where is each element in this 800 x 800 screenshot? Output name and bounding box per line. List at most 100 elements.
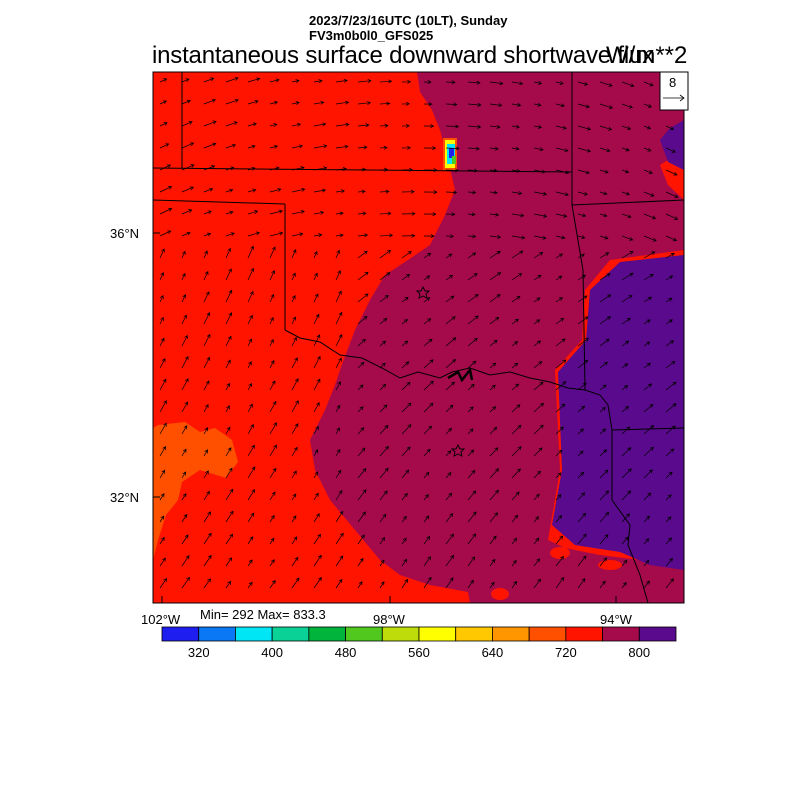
wind-arrow <box>401 123 410 128</box>
wind-arrow <box>643 341 651 347</box>
wind-arrow <box>225 557 233 567</box>
wind-arrow <box>467 124 482 129</box>
wind-arrow <box>467 315 479 325</box>
wind-arrow <box>181 576 190 589</box>
lon-label-94w: 94°W <box>600 612 633 627</box>
wind-arrow <box>379 362 386 369</box>
wind-arrow <box>335 249 341 259</box>
wind-arrow <box>379 383 387 391</box>
date-line: 2023/7/23/16UTC (10LT), Sunday <box>309 13 508 28</box>
wind-arrow <box>269 359 275 369</box>
colorbar-labels: 320 400 480 560 640 720 800 <box>188 645 650 660</box>
wind-arrow <box>555 494 562 501</box>
wind-arrow <box>225 121 238 127</box>
wind-arrow <box>489 468 500 479</box>
wind-arrow <box>291 577 300 589</box>
wind-arrow <box>599 557 608 567</box>
star-marker-dallas <box>450 443 466 457</box>
wind-arrow <box>467 80 481 85</box>
wind-arrow <box>511 295 521 303</box>
wind-arrow <box>445 124 460 129</box>
colorbar-tick-label: 800 <box>628 645 650 660</box>
wind-arrow <box>159 400 167 413</box>
colorbar-box <box>308 626 346 642</box>
wind-arrow <box>313 122 327 127</box>
wind-arrow <box>643 213 657 220</box>
wind-arrow <box>665 494 672 501</box>
wind-arrow <box>555 169 570 175</box>
wind-arrow <box>665 557 673 567</box>
wind-arrow <box>335 311 343 325</box>
wind-arrow <box>555 555 564 567</box>
wind-arrow <box>225 247 231 259</box>
wind-arrow <box>379 537 386 545</box>
wind-arrow <box>555 338 566 347</box>
wind-arrow <box>643 191 655 197</box>
wind-arrow <box>511 404 521 413</box>
wind-arrow <box>203 232 212 237</box>
wind-arrow <box>357 145 368 150</box>
wind-arrow <box>577 147 592 153</box>
wind-arrow <box>291 166 305 171</box>
wind-arrow <box>533 251 544 259</box>
wind-arrow <box>511 514 519 523</box>
wind-arrow <box>511 491 520 501</box>
wind-arrow <box>291 470 297 479</box>
wind-arrow <box>203 77 215 83</box>
wind-arrow <box>181 99 191 105</box>
wind-arrow <box>599 125 613 131</box>
wind-arrow <box>269 188 282 193</box>
wind-arrow <box>489 124 501 129</box>
wind-arrow <box>159 122 168 127</box>
wind-arrow <box>269 144 279 149</box>
lon-label-98w: 98°W <box>373 612 406 627</box>
colorbar <box>161 626 677 642</box>
wind-arrow <box>621 251 634 259</box>
wind-arrow <box>489 103 503 108</box>
wind-arrow <box>643 169 653 175</box>
wind-arrow <box>555 472 562 479</box>
wind-arrow <box>423 102 433 107</box>
wind-arrow <box>489 362 497 369</box>
wind-arrow <box>643 235 657 242</box>
wind-arrow <box>379 249 392 259</box>
wind-arrow <box>577 382 587 391</box>
wind-arrow <box>599 235 609 240</box>
colorbar-box <box>602 626 640 642</box>
wind-arrow <box>489 384 496 391</box>
lat-label-32n: 32°N <box>110 490 139 505</box>
wind-arrow <box>203 532 212 545</box>
wind-arrow <box>423 146 437 151</box>
wind-arrow <box>445 234 455 239</box>
wind-arrow <box>247 338 253 347</box>
model-line: FV3m0b0l0_GFS025 <box>309 28 434 43</box>
wind-arrow <box>401 446 411 457</box>
wind-arrow <box>203 187 214 193</box>
wind-arrow <box>225 359 231 369</box>
wind-arrow <box>577 253 585 259</box>
wind-arrow <box>533 235 547 240</box>
wind-arrow <box>445 316 456 325</box>
wind-arrow <box>599 384 607 391</box>
wind-arrow <box>181 334 188 347</box>
wind-arrow <box>247 581 253 589</box>
wind-arrow <box>181 250 186 259</box>
wind-arrow <box>401 145 412 150</box>
reference-vector-label: 8 <box>669 75 676 90</box>
wind-arrow <box>643 147 652 152</box>
wind-arrow <box>159 186 173 193</box>
wind-arrow <box>423 471 430 479</box>
wind-arrow <box>357 271 369 281</box>
wind-arrow <box>533 558 541 567</box>
wind-arrow <box>313 449 319 457</box>
wind-arrow <box>203 511 211 523</box>
wind-arrow <box>577 450 584 457</box>
wind-arrow <box>511 446 522 457</box>
wind-arrow <box>577 492 586 501</box>
wind-arrow <box>247 267 254 281</box>
wind-arrow <box>335 427 340 435</box>
wind-arrow <box>533 381 544 391</box>
wind-arrow <box>379 581 385 589</box>
wind-arrow <box>643 125 652 130</box>
wind-arrow <box>489 558 496 567</box>
